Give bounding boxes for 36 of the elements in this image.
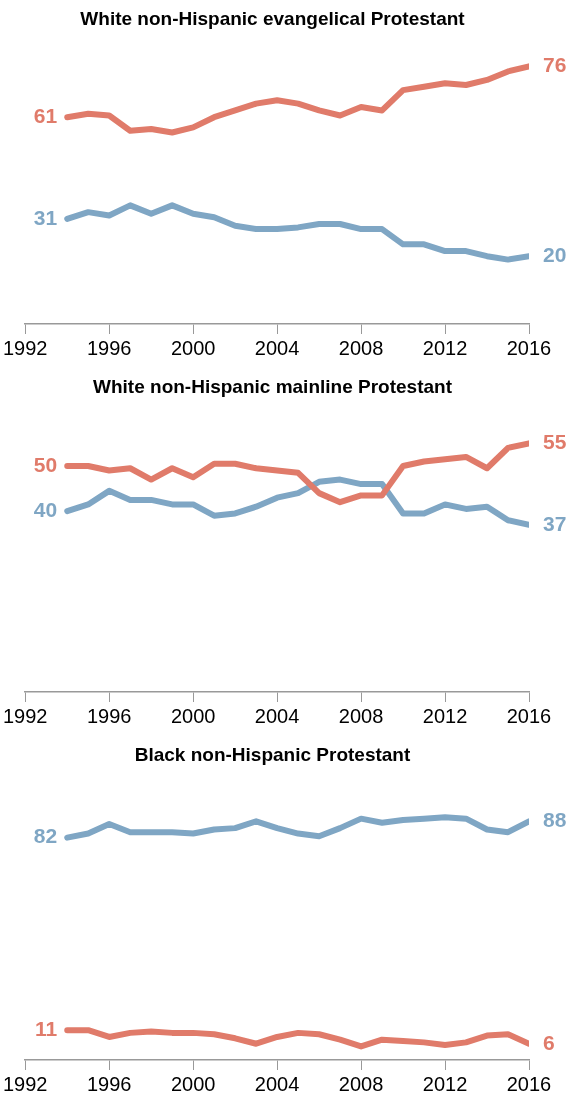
- x-tick-label: 2016: [506, 1072, 552, 1095]
- x-tick-label: 1992: [3, 336, 48, 359]
- x-tick-label: 2000: [170, 336, 216, 359]
- data-label: 11: [35, 1016, 58, 1040]
- data-label: 82: [33, 824, 58, 848]
- x-tick-label: 2000: [170, 704, 216, 727]
- data-label: 61: [33, 104, 58, 128]
- x-tick-label: 2016: [506, 704, 552, 727]
- x-tick-label: 1996: [86, 1072, 132, 1095]
- x-tick-label: 2004: [254, 704, 300, 727]
- data-label: 37: [543, 511, 567, 535]
- x-tick-label: 2004: [254, 1072, 300, 1095]
- chart-title: White non-Hispanic mainline Protestant: [93, 375, 453, 397]
- data-label: 50: [33, 452, 58, 476]
- x-tick-label: 2012: [422, 336, 468, 359]
- x-tick-label: 2012: [422, 704, 468, 727]
- data-label: 6: [543, 1030, 555, 1054]
- data-label: 40: [33, 498, 58, 521]
- x-tick-label: 2008: [338, 336, 384, 359]
- x-tick-label: 2012: [422, 1072, 468, 1095]
- data-label: 55: [543, 430, 567, 454]
- x-tick-label: 2004: [254, 336, 300, 359]
- x-tick-label: 1996: [86, 704, 132, 727]
- data-label: 31: [33, 205, 58, 229]
- x-tick-label: 1992: [3, 1072, 48, 1095]
- x-tick-label: 1992: [3, 704, 48, 727]
- x-tick-label: 1996: [86, 336, 132, 359]
- data-label: 88: [543, 808, 567, 832]
- data-label: 76: [543, 53, 567, 77]
- x-tick-label: 2008: [338, 704, 384, 727]
- chart-title: White non-Hispanic evangelical Protestant: [80, 7, 466, 29]
- x-tick-label: 2008: [338, 1072, 384, 1095]
- chart-title: Black non-Hispanic Protestant: [134, 743, 411, 765]
- x-tick-label: 2000: [170, 1072, 216, 1095]
- x-tick-label: 2016: [506, 336, 552, 359]
- data-label: 20: [543, 243, 567, 266]
